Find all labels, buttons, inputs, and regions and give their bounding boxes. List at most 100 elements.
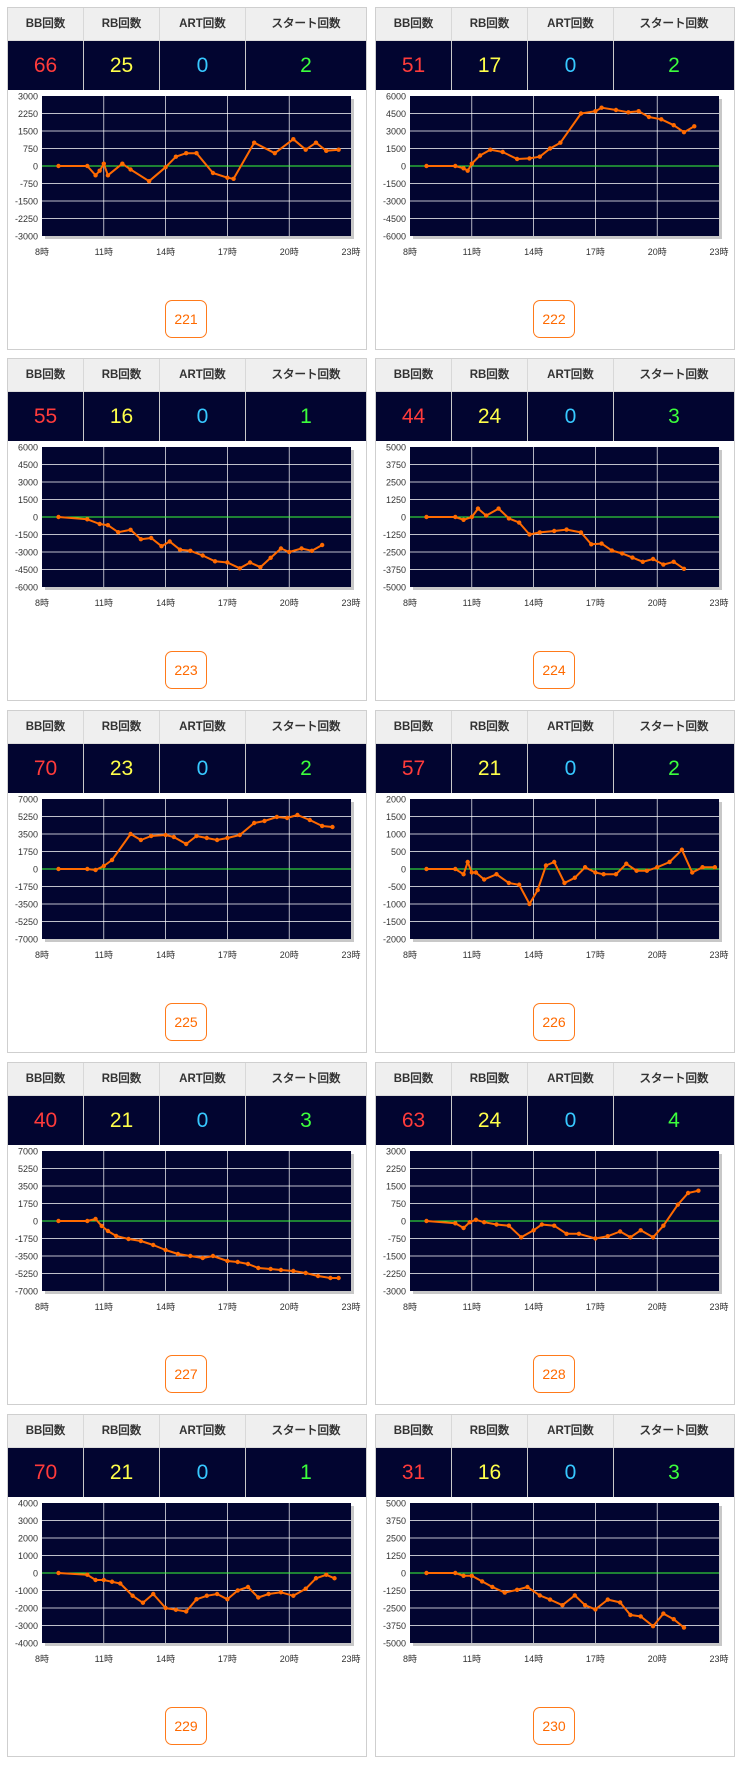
start-header: スタート回数 [271, 369, 341, 381]
data-point [461, 517, 466, 522]
data-point [200, 1255, 205, 1261]
x-tick-label: 20時 [648, 950, 667, 960]
machine-number-button[interactable]: 225 [165, 1003, 207, 1041]
art-header: ART回数 [160, 1063, 246, 1095]
y-tick-label: 1500 [386, 1182, 406, 1192]
data-point [453, 1570, 458, 1576]
y-tick-label: -5250 [15, 1269, 38, 1279]
data-point [225, 560, 230, 565]
card-header: BB回数 RB回数 ART回数 スタート回数 [376, 359, 734, 392]
machine-number-button[interactable]: 226 [533, 1003, 575, 1041]
data-point [685, 1190, 691, 1196]
data-point [679, 847, 685, 852]
rb-header: RB回数 [84, 1415, 160, 1447]
art-count: 0 [160, 744, 246, 793]
machine-card: BB回数 RB回数 ART回数 スタート回数 51 17 0 2 6000 450… [375, 7, 735, 350]
data-point [204, 835, 209, 841]
y-tick-label: -5250 [15, 917, 38, 927]
y-tick-label: 1500 [386, 144, 406, 154]
machine-card: BB回数 RB回数 ART回数 スタート回数 44 24 0 3 5000 375… [375, 358, 735, 701]
card-values: 70 23 0 2 [8, 744, 366, 793]
data-point [628, 1235, 633, 1240]
data-point [681, 566, 687, 571]
y-tick-label: -3000 [15, 1621, 38, 1631]
data-point [299, 546, 304, 551]
data-point [287, 549, 292, 555]
data-point [617, 1600, 623, 1605]
rb-count: 24 [452, 392, 528, 441]
data-point [99, 1223, 104, 1229]
data-point [177, 547, 183, 552]
data-point [85, 1572, 90, 1577]
data-point [163, 164, 168, 170]
machine-number-button[interactable]: 228 [533, 1355, 575, 1393]
y-tick-label: -3750 [383, 565, 406, 575]
start-header: スタート回数 [271, 18, 341, 30]
rb-count: 25 [84, 41, 160, 90]
data-point [313, 1576, 319, 1581]
machine-number-button[interactable]: 227 [165, 1355, 207, 1393]
machine-number-button[interactable]: 222 [533, 300, 575, 338]
data-point [336, 1275, 341, 1281]
y-tick-label: 7000 [18, 795, 38, 805]
data-point [578, 111, 584, 116]
data-point [313, 140, 319, 145]
data-point [105, 173, 111, 178]
data-point [324, 1572, 329, 1577]
y-tick-label: 0 [401, 162, 406, 172]
data-point [315, 1273, 321, 1279]
start-count: 1 [300, 1461, 312, 1484]
x-tick-label: 11時 [95, 247, 113, 257]
data-point [636, 108, 641, 114]
slump-chart: 7000 5250 3500 1750 0 -1750 -3500 -5250 -7000 8時 1… [15, 1147, 361, 1313]
x-tick-label: 23時 [709, 1302, 728, 1312]
data-point [278, 546, 284, 551]
data-point [599, 105, 604, 110]
data-point [531, 1228, 536, 1233]
rb-header: RB回数 [452, 8, 528, 40]
rb-count: 21 [84, 1096, 160, 1145]
data-point [309, 548, 315, 554]
start-header: スタート回数 [639, 369, 709, 381]
data-point [291, 1593, 296, 1598]
data-point [245, 1584, 251, 1590]
y-tick-label: 6000 [386, 92, 406, 102]
y-tick-label: 0 [33, 1217, 38, 1227]
data-point [163, 832, 168, 838]
data-point [194, 1597, 199, 1602]
machine-number-button[interactable]: 224 [533, 651, 575, 689]
data-point [644, 868, 650, 873]
machine-number-button[interactable]: 230 [533, 1707, 575, 1745]
x-tick-label: 14時 [156, 247, 175, 257]
data-point [140, 1600, 146, 1605]
y-tick-label: 1500 [386, 812, 406, 822]
data-point [481, 877, 487, 882]
data-point [225, 175, 230, 180]
y-tick-label: -2000 [15, 1604, 38, 1614]
bb-header: BB回数 [8, 359, 84, 391]
card-values: 66 25 0 2 [8, 41, 366, 90]
data-point [605, 1597, 610, 1602]
y-tick-label: 4500 [18, 460, 38, 470]
data-point [307, 817, 312, 823]
data-point [624, 861, 629, 866]
data-point [204, 1593, 209, 1598]
y-tick-label: 3000 [18, 92, 38, 102]
y-tick-label: -5000 [383, 1639, 406, 1649]
machine-card: BB回数 RB回数 ART回数 スタート回数 63 24 0 4 3000 225… [375, 1062, 735, 1405]
data-point [93, 867, 98, 873]
data-point [700, 865, 705, 870]
x-tick-label: 23時 [341, 1654, 360, 1664]
machine-number-button[interactable]: 221 [165, 300, 207, 338]
data-point [613, 872, 619, 877]
art-header: ART回数 [528, 711, 614, 743]
data-point [527, 532, 532, 537]
machine-number-button[interactable]: 223 [165, 651, 207, 689]
data-point [535, 887, 540, 893]
y-tick-label: 750 [391, 1199, 406, 1209]
data-point [151, 1242, 156, 1248]
machine-number-button[interactable]: 229 [165, 1707, 207, 1745]
data-point [475, 506, 481, 511]
data-point [564, 527, 569, 532]
y-tick-label: -6000 [383, 232, 406, 242]
